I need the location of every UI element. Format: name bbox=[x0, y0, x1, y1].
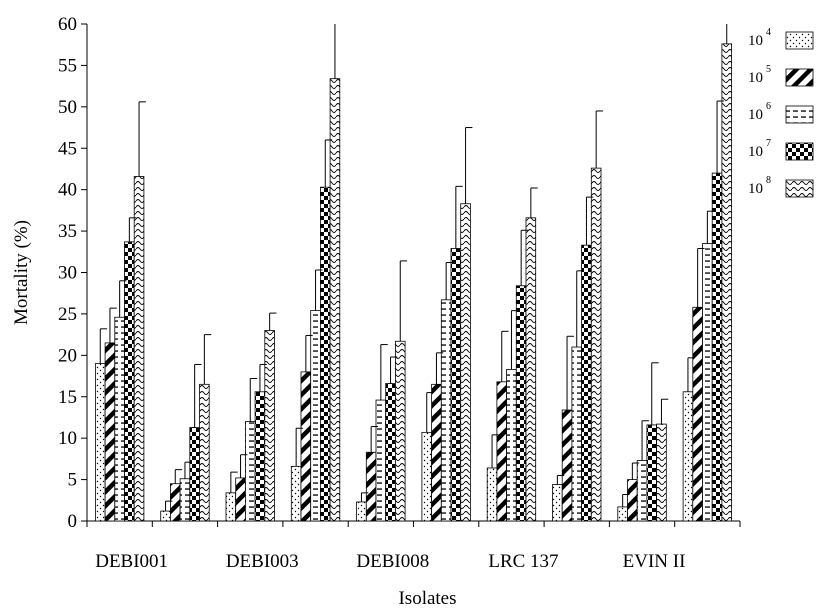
bar bbox=[656, 423, 667, 522]
legend-label-exponent: 8 bbox=[766, 175, 771, 186]
bar bbox=[235, 477, 246, 522]
y-tick-label: 50 bbox=[58, 97, 77, 118]
legend-label-exponent: 7 bbox=[766, 138, 771, 149]
bar bbox=[692, 306, 703, 522]
bar bbox=[385, 383, 396, 522]
y-tick-label: 30 bbox=[58, 263, 77, 284]
bar bbox=[124, 241, 135, 522]
x-category-label: DEBI003 bbox=[226, 551, 299, 572]
y-tick-label: 40 bbox=[58, 180, 77, 201]
bar bbox=[319, 186, 331, 522]
legend-label: 10 bbox=[748, 144, 763, 160]
x-axis-title: Isolates bbox=[398, 588, 456, 608]
bar bbox=[169, 483, 181, 522]
x-category-label: EVIN II bbox=[623, 551, 686, 572]
y-axis-title: Mortality (%) bbox=[11, 220, 32, 325]
bar bbox=[179, 478, 191, 522]
bar bbox=[721, 43, 733, 522]
bar bbox=[114, 316, 125, 522]
bar bbox=[199, 383, 210, 522]
legend-label-exponent: 5 bbox=[766, 64, 771, 75]
bar bbox=[254, 391, 266, 522]
legend-swatch bbox=[785, 142, 814, 161]
bar bbox=[95, 363, 106, 522]
y-tick-label: 20 bbox=[58, 345, 77, 366]
bar bbox=[440, 299, 452, 522]
legend-label: 10 bbox=[748, 107, 763, 123]
bar bbox=[300, 371, 312, 522]
bar bbox=[225, 492, 237, 522]
bar bbox=[329, 78, 341, 522]
bar bbox=[646, 424, 658, 522]
bar bbox=[636, 460, 648, 522]
bar bbox=[496, 381, 507, 522]
bar bbox=[104, 342, 116, 522]
bar bbox=[552, 484, 563, 522]
legend-label: 10 bbox=[748, 33, 763, 49]
bar bbox=[581, 244, 592, 522]
y-tick-label: 35 bbox=[58, 221, 77, 242]
bar bbox=[450, 248, 462, 522]
bar bbox=[711, 172, 723, 522]
bar bbox=[561, 409, 573, 522]
bar bbox=[160, 510, 171, 522]
legend-swatch bbox=[785, 68, 814, 87]
bar bbox=[590, 167, 602, 522]
axes bbox=[81, 23, 741, 527]
y-tick-label: 15 bbox=[58, 387, 77, 408]
bar bbox=[486, 467, 498, 522]
legend-label-exponent: 6 bbox=[766, 101, 771, 112]
x-category-label: LRC 137 bbox=[488, 551, 558, 572]
bar bbox=[133, 176, 145, 522]
labels: 0 5 10 15 20 25 30 35 40 45 50 55 60 DEBI001 DEBI003 DE… bbox=[11, 14, 685, 608]
legend-label-exponent: 4 bbox=[766, 27, 771, 38]
bar bbox=[394, 340, 406, 522]
y-tick-label: 0 bbox=[68, 511, 78, 532]
y-tick-label: 10 bbox=[58, 428, 77, 449]
x-category-label: DEBI001 bbox=[95, 551, 168, 572]
y-tick-label: 5 bbox=[68, 470, 78, 491]
bar bbox=[627, 479, 638, 522]
legend-label: 10 bbox=[748, 70, 763, 86]
bar bbox=[617, 506, 628, 522]
bar bbox=[421, 431, 432, 522]
x-category-label: DEBI008 bbox=[356, 551, 429, 572]
bar bbox=[244, 421, 256, 522]
y-tick-label: 55 bbox=[58, 55, 77, 76]
bar bbox=[506, 369, 517, 522]
bars bbox=[95, 43, 733, 522]
y-tick-label: 60 bbox=[58, 14, 77, 35]
bar bbox=[310, 310, 321, 522]
bar bbox=[460, 203, 471, 522]
bar bbox=[264, 330, 275, 522]
bar bbox=[365, 451, 377, 522]
legend-label: 10 bbox=[748, 181, 763, 197]
bar bbox=[290, 465, 302, 522]
legend-swatch bbox=[785, 105, 814, 124]
bar bbox=[702, 243, 713, 522]
bar bbox=[525, 217, 537, 522]
bar bbox=[682, 391, 694, 522]
legend-swatch bbox=[785, 179, 814, 198]
y-tick-label: 45 bbox=[58, 138, 77, 159]
y-tick-label: 25 bbox=[58, 304, 77, 325]
bar bbox=[431, 383, 442, 522]
bar bbox=[189, 426, 200, 522]
bar bbox=[571, 346, 583, 522]
legend-swatch bbox=[785, 31, 814, 50]
bar bbox=[375, 399, 387, 522]
bar bbox=[515, 285, 527, 522]
error-bars bbox=[99, 24, 728, 512]
bar bbox=[356, 501, 367, 522]
